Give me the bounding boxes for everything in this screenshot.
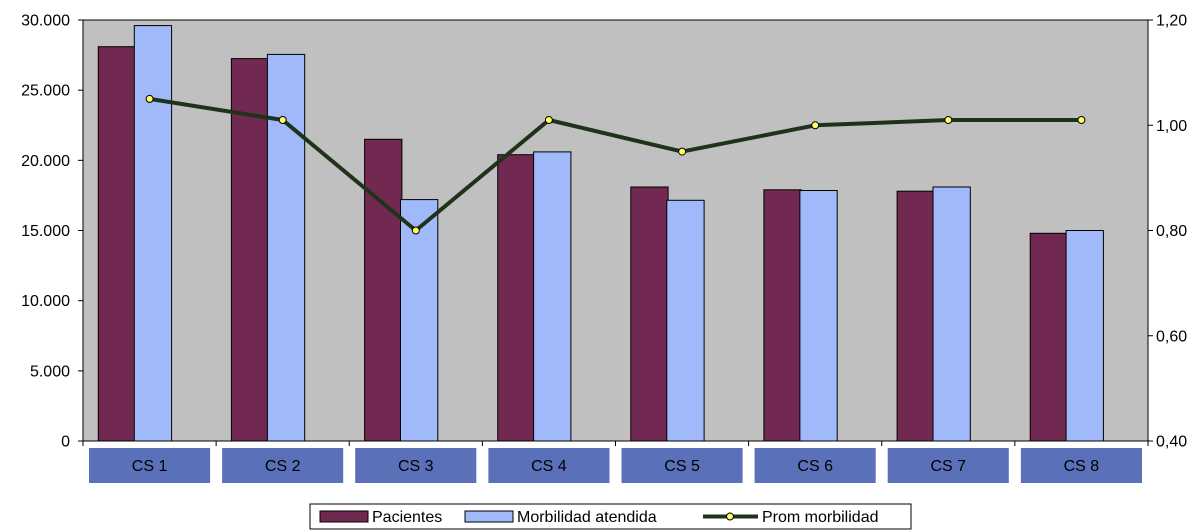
bar-morbilidad-atendida-3 <box>400 199 439 442</box>
point-prom-morbilidad-6 <box>811 121 820 130</box>
y-right-tick-label-4: 1,20 <box>1156 13 1187 30</box>
y-left-tick-label-4: 20.000 <box>21 153 70 170</box>
point-prom-morbilidad-2 <box>278 116 287 124</box>
legend-swatch-pacientes <box>319 510 369 523</box>
category-label-box-6 <box>754 448 876 483</box>
point-prom-morbilidad-5 <box>678 147 687 156</box>
category-label-3: CS 3 <box>398 458 434 475</box>
category-labels-layer: CS 1 CS 2 CS 3 CS 4 CS 5 CS 6 CS 7 CS 8 <box>89 448 1142 483</box>
category-label-8: CS 8 <box>1064 458 1100 475</box>
y-right-tick-label-3: 1,00 <box>1156 118 1187 135</box>
bar-pacientes-2 <box>230 58 270 442</box>
y-right-tick-label-2: 0,80 <box>1156 223 1187 240</box>
axes-layer: 0 5.000 10.000 15.000 20.000 25.000 30.000 0,40… <box>21 13 1187 451</box>
category-label-box-2 <box>222 448 344 483</box>
legend-label-pacientes: Pacientes <box>372 509 442 526</box>
y-left-tick-label-3: 15.000 <box>21 223 70 240</box>
category-label-box-4 <box>488 448 610 483</box>
y-left-tick-label-5: 25.000 <box>21 83 70 100</box>
y-left-tick-label-6: 30.000 <box>21 13 70 30</box>
line-prom-morbilidad <box>149 96 1082 233</box>
category-label-box-7 <box>887 448 1009 483</box>
category-label-box-8 <box>1020 448 1142 483</box>
category-label-4: CS 4 <box>531 458 567 475</box>
bar-morbilidad-atendida-7 <box>932 186 971 442</box>
bar-morbilidad-atendida-8 <box>1065 230 1104 442</box>
legend-box <box>309 503 912 530</box>
legend: Pacientes Morbilidad atendida Prom morbi… <box>309 503 912 530</box>
point-prom-morbilidad-3 <box>411 226 420 235</box>
line-layer <box>145 94 1086 235</box>
bar-pacientes-6 <box>763 189 802 442</box>
category-label-5: CS 5 <box>664 458 700 475</box>
bar-pacientes-5 <box>630 186 669 442</box>
category-label-7: CS 7 <box>931 458 967 475</box>
bar-pacientes-7 <box>896 190 935 442</box>
point-prom-morbilidad-4 <box>544 116 553 124</box>
bars-layer <box>97 25 1104 442</box>
point-prom-morbilidad-1 <box>145 94 154 103</box>
bar-pacientes-8 <box>1029 232 1068 442</box>
legend-marker-prom-morbilidad <box>726 512 734 521</box>
bar-morbilidad-atendida-2 <box>266 53 306 442</box>
category-label-box-5 <box>621 448 743 483</box>
legend-label-prom-morbilidad: Prom morbilidad <box>762 509 878 526</box>
y-right-tick-label-0: 0,40 <box>1156 434 1187 451</box>
point-prom-morbilidad-8 <box>1077 116 1086 124</box>
category-label-box-3 <box>355 448 477 483</box>
category-label-box-1 <box>89 448 211 483</box>
bar-morbilidad-atendida-1 <box>133 25 173 442</box>
bar-morbilidad-atendida-6 <box>799 190 838 442</box>
y-left-tick-label-1: 5.000 <box>30 363 70 380</box>
y-left-tick-label-0: 0 <box>61 434 70 451</box>
category-label-2: CS 2 <box>265 458 301 475</box>
category-label-6: CS 6 <box>797 458 833 475</box>
y-left-tick-label-2: 10.000 <box>21 293 70 310</box>
y-right-tick-label-1: 0,60 <box>1156 328 1187 345</box>
point-prom-morbilidad-7 <box>944 116 953 124</box>
bar-morbilidad-atendida-4 <box>533 151 572 442</box>
category-label-1: CS 1 <box>132 458 168 475</box>
bar-pacientes-4 <box>497 154 536 442</box>
bar-pacientes-3 <box>364 138 403 442</box>
bar-morbilidad-atendida-5 <box>666 199 705 442</box>
legend-label-morbilidad-atendida: Morbilidad atendida <box>517 509 657 526</box>
legend-swatch-morbilidad-atendida <box>464 510 514 523</box>
bar-pacientes-1 <box>97 46 137 442</box>
